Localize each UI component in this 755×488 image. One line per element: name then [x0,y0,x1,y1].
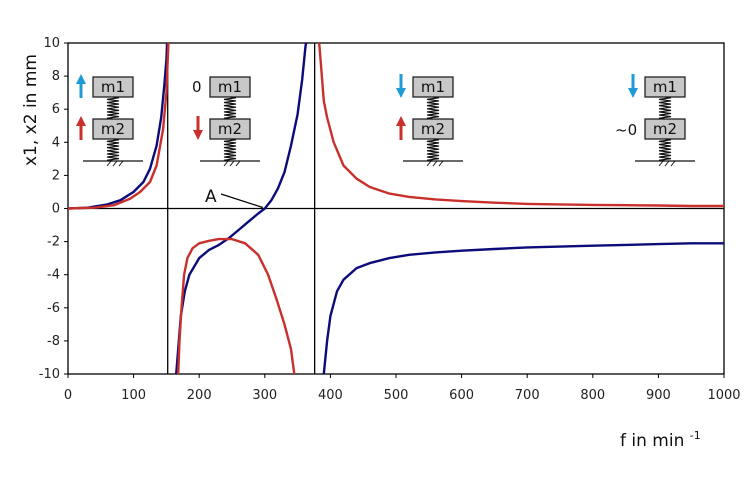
y-axis-label: x1, x2 in mm [21,54,41,166]
series-1-branch-3 [322,242,724,374]
mass-m1-label: m1 [421,78,445,96]
y-tick-label: 8 [52,69,60,84]
ground-hatch [658,160,664,167]
mass-m2-label: m2 [421,120,445,138]
mass-m1-label: m1 [653,78,677,96]
ground-hatch [118,160,124,167]
spring-icon [106,96,120,120]
x-tick-label: 900 [646,388,671,403]
series-2-branch-1 [68,43,170,210]
y-tick-label: 10 [43,36,60,51]
mass-m1-label: m1 [218,78,242,96]
spring-icon [106,138,120,162]
y-tick-label: -2 [47,235,60,250]
mass-m2-label: m2 [101,120,125,138]
x-tick-label: 0 [64,388,72,403]
arrow-up-icon [76,116,86,126]
inset-3: m1 m2 [396,74,463,167]
series-2-branch-3 [318,43,724,208]
mass-m2-amplitude-text: ~0 [615,121,637,139]
ground-hatch [106,160,112,167]
y-tick-labels: 10 8 6 4 2 0 -2 -4 -6 -8 -10 [39,36,68,382]
spring-icon [426,138,440,162]
y-tick-label: 2 [52,168,60,183]
inset-1: m1 m2 [76,74,143,167]
x-tick-label: 300 [252,388,277,403]
arrow-up-icon [396,116,406,126]
y-tick-label: -4 [47,268,60,283]
y-tick-label: -6 [47,301,60,316]
x-tick-labels: 0 100 200 300 400 500 600 700 800 900 1000 [64,374,741,403]
inset-4: m1 m2 ~0 [615,74,695,167]
arrow-down-icon [193,130,203,140]
mass-m1-label: m1 [101,78,125,96]
inset-2: m1 m2 0 [192,76,260,167]
arrow-up-icon [76,74,86,84]
x-axis-label: f in min -1 [620,429,701,451]
spring-mass-insets: m1 m2 m1 m2 0 m1 m2 m1 m2 ~0 [76,74,695,167]
mass-m2-label: m2 [653,120,677,138]
spring-icon [658,138,672,162]
annotation-leader [220,193,263,209]
ground-hatch [229,160,235,167]
series-1-branch-1 [68,43,169,210]
x-tick-label: 600 [449,388,474,403]
x-axis-label-main: f in min [620,431,684,451]
ground-hatch [438,160,444,167]
spring-icon [223,96,237,120]
series-lines [68,43,724,374]
y-tick-label: -8 [47,334,60,349]
mass-m2-label: m2 [218,120,242,138]
x-tick-label: 700 [515,388,540,403]
ground-hatch [235,160,241,167]
x-tick-label: 100 [121,388,146,403]
ground-hatch [670,160,676,167]
ground-hatch [112,160,118,167]
mass-m1-amplitude-text: 0 [192,78,202,96]
annotations: A [205,187,263,209]
x-axis-label-exponent: -1 [690,429,701,442]
x-tick-label: 400 [318,388,343,403]
series-1-branch-2 [175,43,308,374]
spring-icon [426,96,440,120]
ground-hatch [432,160,438,167]
ground-hatch [223,160,229,167]
annotation-label: A [205,187,217,207]
x-tick-label: 500 [384,388,409,403]
ground-hatch [426,160,432,167]
x-tick-label: 800 [580,388,605,403]
y-tick-label: -10 [39,367,60,382]
x-tick-label: 1000 [707,388,740,403]
y-tick-label: 0 [52,202,60,217]
arrow-down-icon [396,88,406,98]
y-tick-label: 4 [52,135,60,150]
arrow-down-icon [628,88,638,98]
spring-icon [223,138,237,162]
x-tick-label: 200 [187,388,212,403]
y-tick-label: 6 [52,102,60,117]
spring-icon [658,96,672,120]
ground-hatch [664,160,670,167]
series-2-branch-2 [177,237,296,374]
